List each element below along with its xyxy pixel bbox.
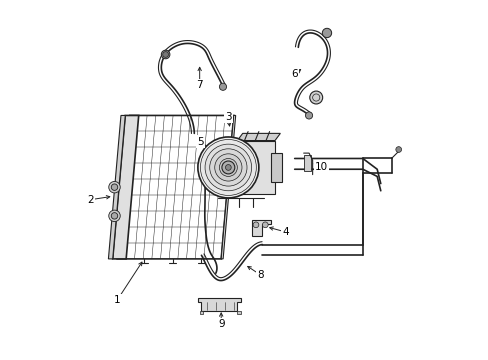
Circle shape bbox=[322, 28, 331, 38]
Circle shape bbox=[305, 112, 312, 119]
Circle shape bbox=[111, 184, 118, 190]
Text: 1: 1 bbox=[114, 295, 120, 305]
Circle shape bbox=[161, 50, 169, 59]
Text: 3: 3 bbox=[224, 112, 231, 122]
Circle shape bbox=[219, 83, 226, 90]
Circle shape bbox=[198, 137, 258, 198]
Text: 6: 6 bbox=[291, 69, 297, 79]
Circle shape bbox=[222, 161, 234, 174]
Polygon shape bbox=[221, 116, 235, 259]
Circle shape bbox=[225, 165, 231, 170]
Circle shape bbox=[111, 213, 118, 219]
Text: 10: 10 bbox=[314, 162, 327, 172]
Circle shape bbox=[209, 149, 246, 186]
Polygon shape bbox=[199, 311, 203, 315]
Polygon shape bbox=[117, 116, 233, 259]
Circle shape bbox=[204, 144, 251, 191]
Circle shape bbox=[395, 147, 401, 152]
Polygon shape bbox=[271, 153, 282, 182]
Circle shape bbox=[253, 222, 258, 228]
Circle shape bbox=[108, 181, 120, 193]
Polygon shape bbox=[198, 298, 241, 311]
Circle shape bbox=[214, 154, 242, 181]
Circle shape bbox=[262, 222, 267, 228]
Text: 8: 8 bbox=[257, 270, 264, 280]
Polygon shape bbox=[303, 155, 310, 171]
Polygon shape bbox=[112, 116, 139, 259]
Circle shape bbox=[219, 158, 237, 176]
Polygon shape bbox=[237, 140, 274, 194]
Polygon shape bbox=[237, 311, 241, 315]
Text: 4: 4 bbox=[282, 227, 288, 237]
Text: 5: 5 bbox=[197, 137, 203, 147]
Circle shape bbox=[309, 91, 322, 104]
Text: 7: 7 bbox=[196, 80, 203, 90]
Polygon shape bbox=[251, 220, 271, 235]
Circle shape bbox=[200, 139, 256, 195]
Polygon shape bbox=[108, 116, 125, 259]
Circle shape bbox=[163, 51, 168, 57]
Polygon shape bbox=[237, 134, 280, 140]
Text: 2: 2 bbox=[87, 195, 93, 205]
Text: 9: 9 bbox=[218, 319, 224, 329]
Circle shape bbox=[108, 210, 120, 222]
